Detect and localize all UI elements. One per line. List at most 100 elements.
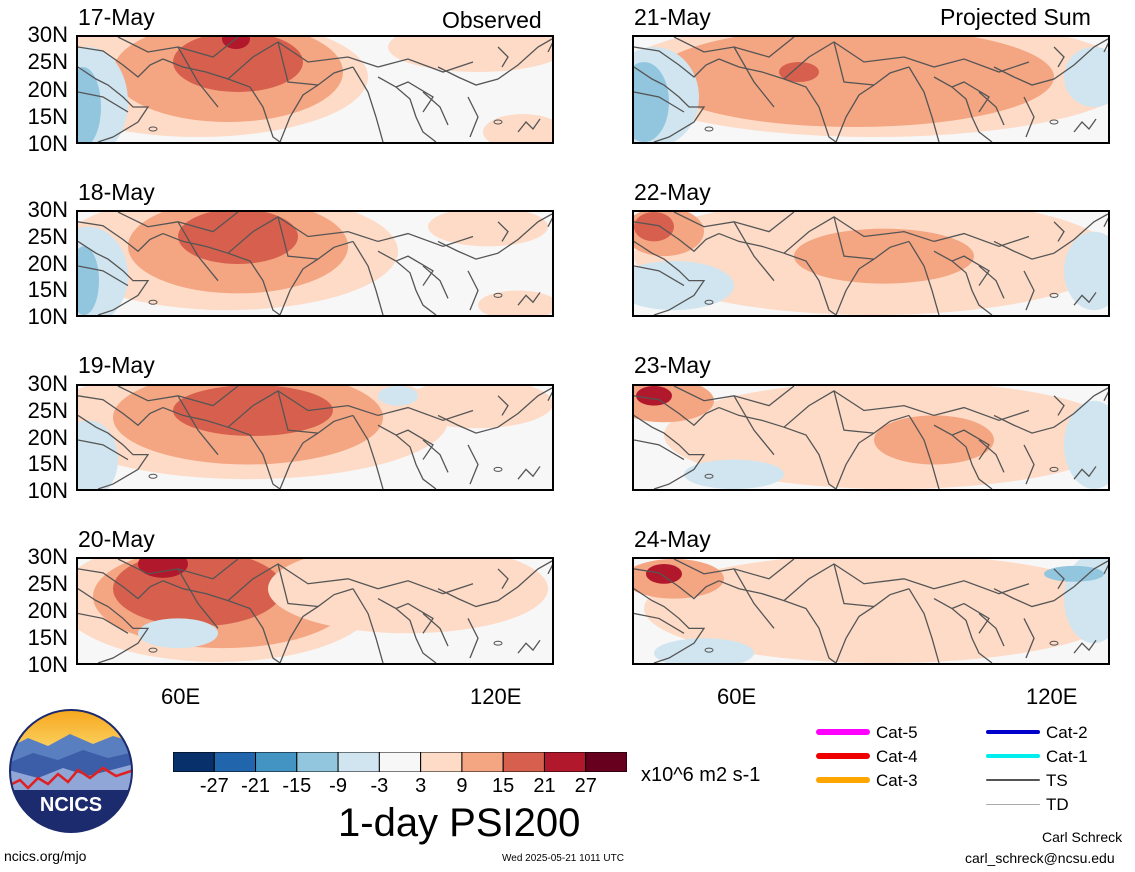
coastline [377,598,437,663]
coastline [352,66,384,142]
island [493,466,503,472]
coastline [162,580,281,663]
colorbar-swatch [213,751,257,773]
coastline [634,439,685,461]
coastline [718,58,837,142]
colorbar-swatch [337,751,380,773]
coastline [1053,568,1065,590]
coastline [279,240,354,315]
coastline [978,439,1005,473]
coastline [718,580,837,663]
coastline [279,588,354,663]
coastline [978,91,1005,126]
anomaly-contour [403,386,552,429]
coastline [993,387,1108,434]
coastline [833,216,875,260]
colorbar-tick-label: 15 [492,775,515,797]
coastline [78,91,129,113]
coastline [951,81,990,113]
island [1049,640,1059,646]
coastline [78,568,164,600]
coastline [162,58,281,142]
coastline [993,213,1108,260]
coastline [634,612,685,634]
anomaly-contour [646,563,682,584]
coastline [117,386,239,407]
coastline [1103,391,1108,401]
projected-sum-label: Projected Sum [940,4,1091,30]
lat-label: 25N [27,223,68,249]
coastline [1053,46,1065,68]
coastline [978,265,1005,299]
colorbar-swatch [585,751,628,773]
footer-author: Carl Schreck [1042,829,1123,845]
lat-label: 20N [27,250,68,276]
coastline [395,429,434,460]
legend-label-cat-3: Cat-3 [876,771,918,790]
coastline [1103,217,1108,227]
coastline [1103,42,1108,53]
coastline [497,395,509,416]
coastline [517,118,541,133]
plot-title: 1-day PSI200 [338,801,581,845]
coastline [227,563,379,602]
coastline [547,564,552,575]
coastline [437,387,552,434]
coastline [377,232,474,248]
coastline [718,406,837,489]
anomaly-contour [634,62,669,142]
coastline [437,560,552,608]
anomaly-contour [222,37,250,49]
coastline [437,213,552,260]
colorbar-tick-label: -21 [241,775,270,797]
coastline [78,240,150,315]
anomaly-contour [1064,231,1108,311]
island [704,647,714,653]
coastline [833,563,875,608]
island [704,126,714,132]
legend-label-cat-2: Cat-2 [1046,723,1088,742]
island [493,640,503,646]
lon-label-60e-right: 60E [717,684,757,709]
map-panel-24-may [632,557,1110,665]
anomaly-contour [428,212,548,247]
colorbar-swatch [378,751,422,773]
anomaly-contour [388,37,552,72]
colorbar-tick-label: 27 [574,775,597,797]
coastline [78,414,150,489]
coastline [277,41,319,86]
lat-label: 15N [27,451,68,477]
coastline [279,414,354,489]
lon-label-60e-left: 60E [161,684,201,709]
coastline [467,618,479,659]
date-label-18-may: 18-May [78,179,155,205]
coastline [908,415,940,489]
coastline [497,46,509,68]
coastline [227,216,379,254]
coastline [277,563,319,608]
legend-line-cat-2 [986,730,1040,734]
coastline [1073,639,1097,654]
anomaly-contour [1064,400,1108,489]
coastline [833,41,875,86]
coastline [1073,292,1097,306]
coastline [634,240,706,315]
colorbar-swatch [420,751,463,773]
coastline [933,598,993,663]
coastline [78,588,150,663]
colorbar-swatch [461,751,504,773]
coastline [517,292,541,306]
colorbar-tick-label: -9 [329,775,347,797]
map-panel-21-may [632,35,1110,144]
colorbar-tick-label: 9 [456,775,468,797]
coastline [377,406,474,422]
coastline [1023,270,1035,311]
anomaly-contour [268,559,548,634]
anomaly-contour [794,228,974,284]
coastline [1053,395,1065,416]
anomaly-contour [644,559,1108,663]
coastline [783,41,935,80]
coastline [783,563,935,602]
coastline [517,466,541,480]
coastline [634,91,685,113]
